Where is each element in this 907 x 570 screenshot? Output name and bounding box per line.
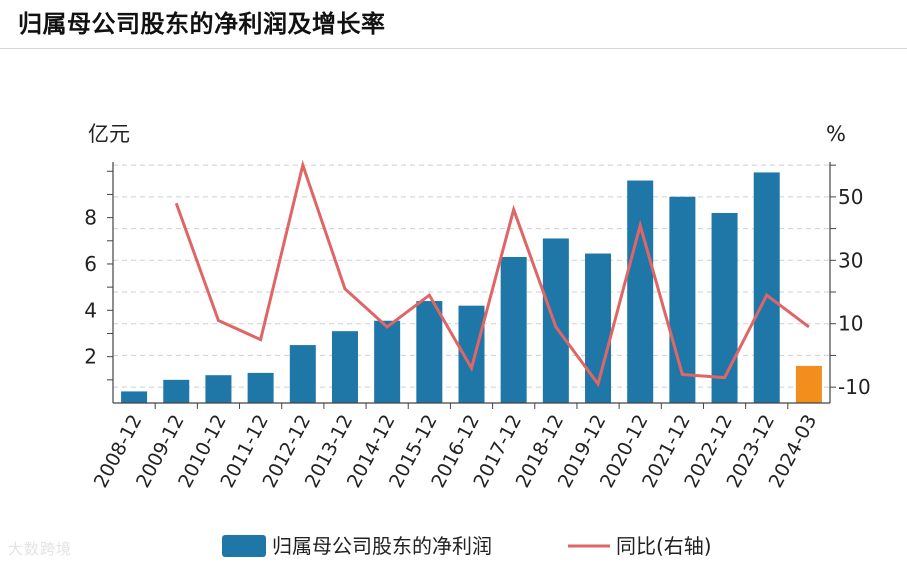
right-tick-label: 50: [838, 185, 863, 209]
x-tick-labels: 2008-122009-122010-122011-122012-122013-…: [90, 403, 821, 491]
left-tick-label: 6: [84, 252, 97, 276]
right-axis-unit: %: [826, 122, 846, 146]
right-tick-label: 30: [838, 248, 863, 272]
chart-title: 归属母公司股东的净利润及增长率: [18, 10, 386, 38]
bar: [289, 345, 316, 403]
bar: [627, 180, 654, 403]
bar: [711, 212, 738, 403]
title-divider: [0, 48, 907, 49]
right-tick-label: -10: [838, 375, 871, 399]
bar: [374, 320, 401, 403]
grid-lines: [113, 164, 830, 388]
left-axis-unit: 亿元: [88, 122, 130, 146]
bar: [205, 375, 232, 403]
bar: [416, 301, 443, 403]
growth-rate-line: [174, 159, 810, 388]
bar: [669, 196, 696, 403]
bar: [247, 372, 274, 403]
axes: 2 4 6 8 亿元 -10 10 30 50%: [84, 122, 871, 404]
right-tick-label: 10: [838, 312, 863, 336]
left-tick-label: 2: [84, 345, 97, 369]
bar: [331, 331, 358, 403]
bar-series: [121, 172, 822, 403]
left-tick-label: 4: [84, 298, 97, 322]
bar: [585, 253, 612, 403]
bar: [795, 365, 822, 403]
watermark-text: 大数跨境: [8, 540, 73, 558]
line-series: [174, 159, 810, 388]
legend-bar-swatch: [222, 535, 266, 557]
legend-bar-label: 归属母公司股东的净利润: [272, 534, 492, 558]
bar: [163, 379, 190, 403]
bar: [542, 238, 569, 403]
legend: 归属母公司股东的净利润 同比(右轴): [222, 534, 712, 558]
bar: [753, 172, 780, 403]
legend-line-label: 同比(右轴): [616, 534, 712, 558]
left-tick-label: 8: [84, 206, 97, 230]
bar: [500, 257, 527, 403]
bar: [121, 391, 148, 403]
